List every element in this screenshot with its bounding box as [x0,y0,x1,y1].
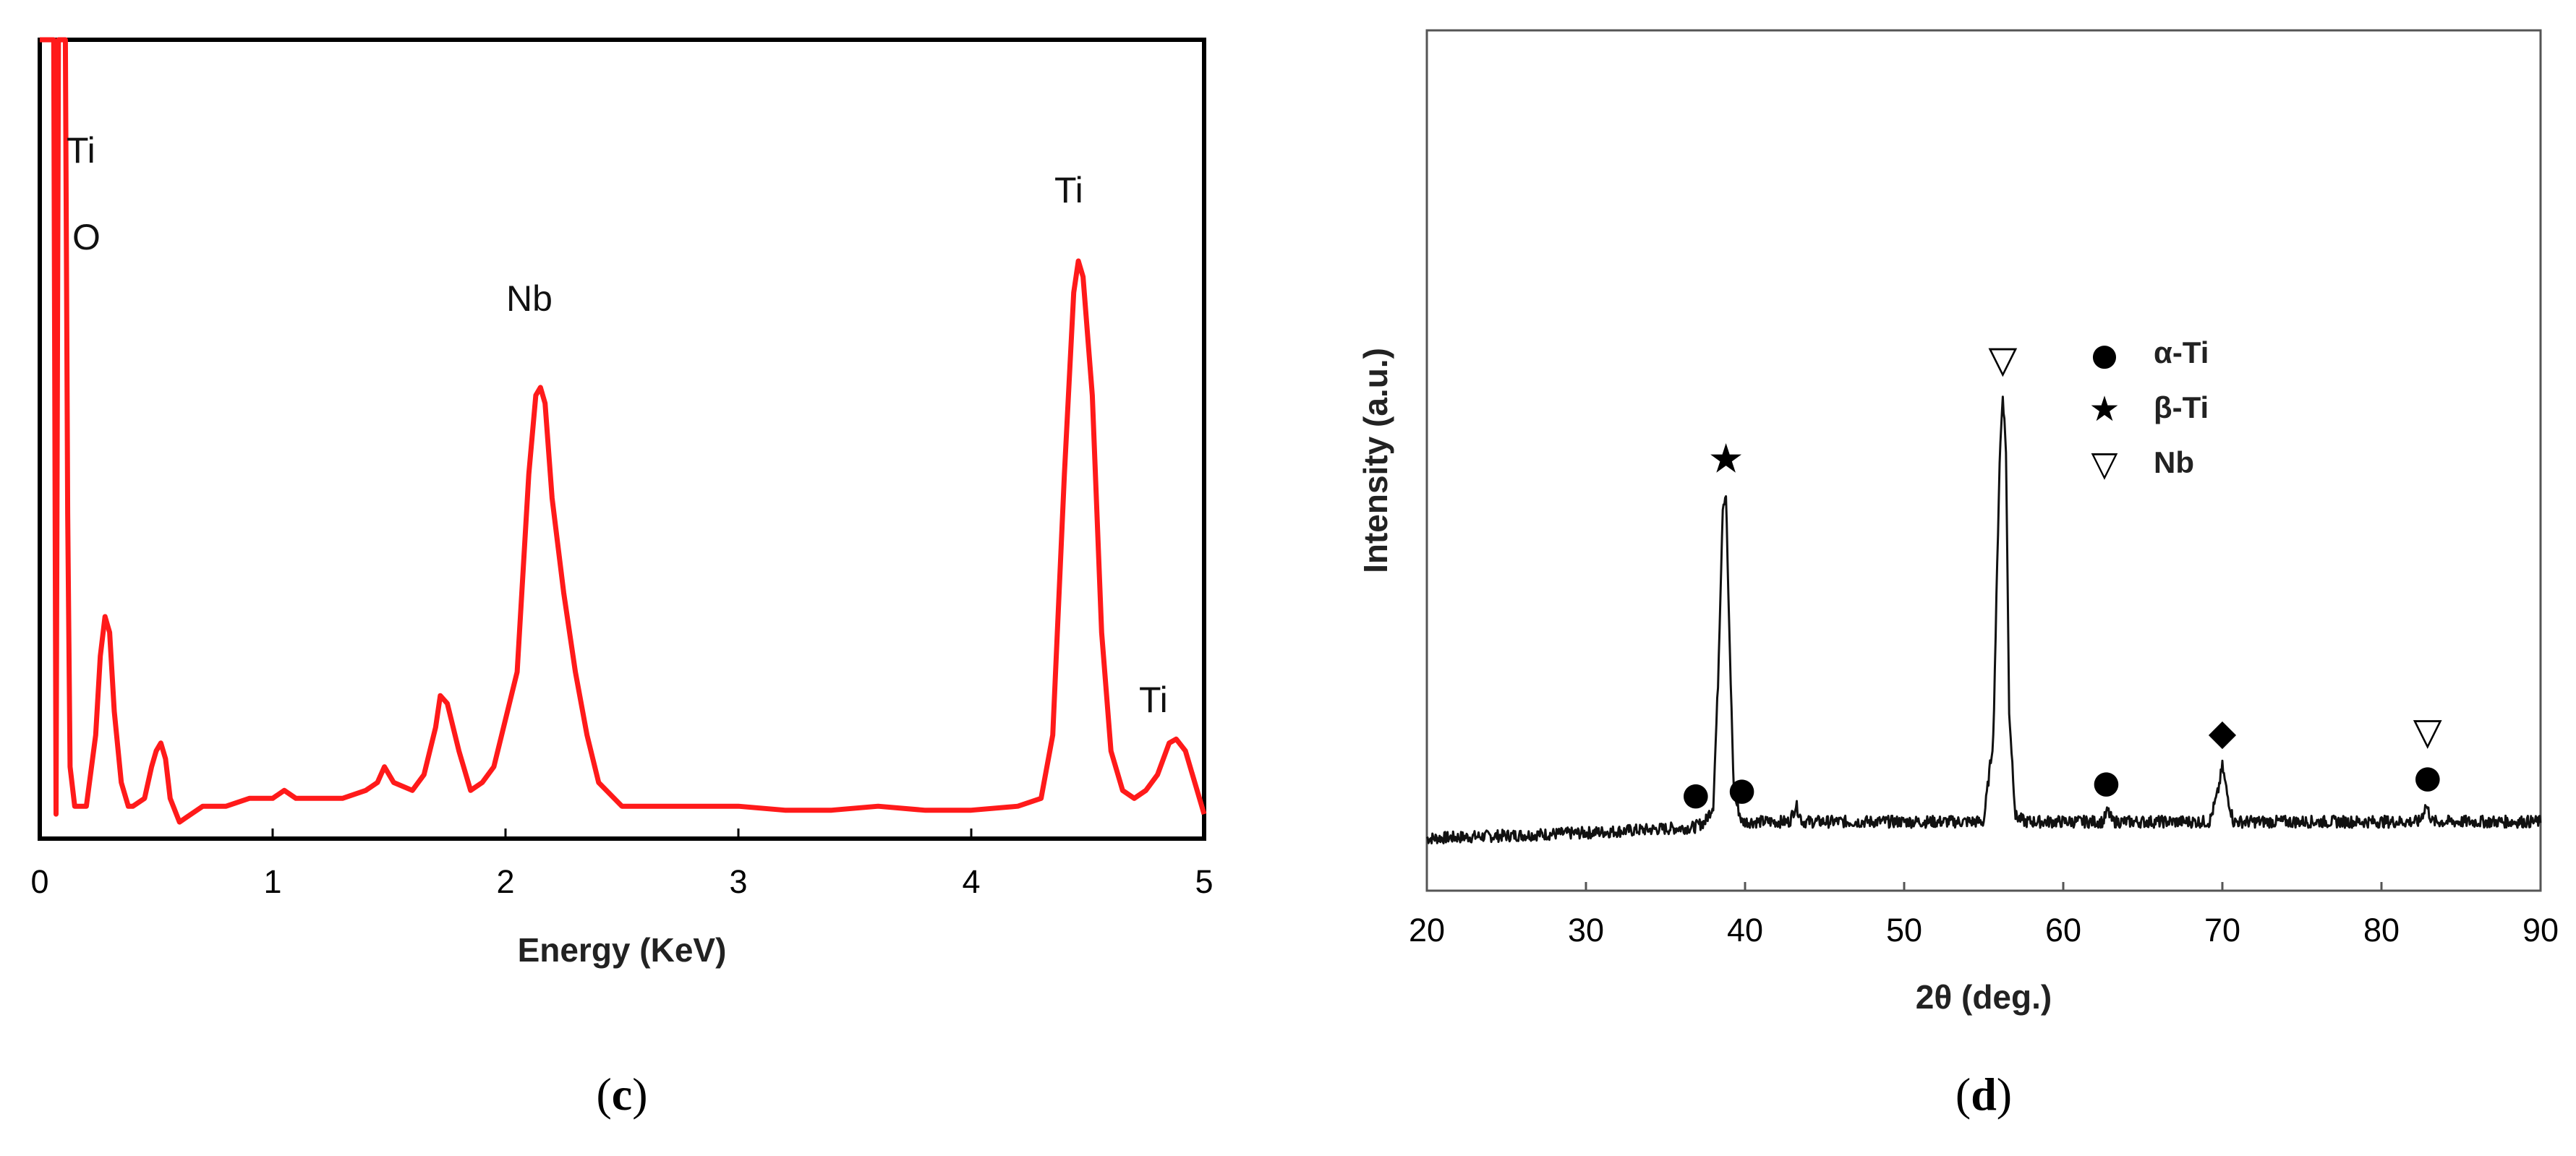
xrd-legend: ● α-Ti ★ β-Ti ▽ Nb [2089,335,2209,484]
xrd-x-tick-label: 50 [1886,912,1922,949]
xrd-x-tick-label: 20 [1409,912,1445,949]
eds-peak-label-ti-ka: Ti [1054,170,1083,210]
eds-plot-frame [38,38,1206,841]
panel-d-caption: (d) [1956,1069,2012,1120]
eds-x-tick-label: 4 [962,863,980,900]
xrd-plot-frame [1425,29,2542,892]
eds-x-tick-label: 1 [263,863,281,900]
eds-x-tick-label: 3 [729,863,747,900]
xrd-x-axis-title: 2θ (deg.) [1916,978,2052,1016]
legend-marker-beta-ti: ★ [2089,389,2120,429]
eds-peak-label-ti-kb: Ti [1139,680,1168,720]
xrd-x-tick-label: 30 [1568,912,1604,949]
xrd-pattern-line [1425,395,2542,844]
xrd-x-ticks: 20 30 40 50 60 70 80 90 [1409,882,2559,949]
eds-x-ticks: 0 1 2 3 4 5 [30,829,1214,900]
xrd-peak-marker: ● [2092,763,2120,800]
xrd-peak-marker: ▽ [2413,710,2442,753]
xrd-x-tick-label: 90 [2522,912,2559,949]
xrd-peak-marker: ● [1728,771,1755,808]
legend-marker-nb: ▽ [2091,444,2118,484]
xrd-panel: 20 30 40 50 60 70 80 90 ● ★ ● ▽ ● ◆ ▽ ● ● α-Ti ★ β-Ti … [1357,29,2559,1120]
eds-x-tick-label: 2 [496,863,514,900]
xrd-x-tick-label: 60 [2045,912,2081,949]
panel-c-caption: (c) [596,1069,647,1120]
eds-peak-label-o: O [72,217,101,257]
eds-x-tick-label: 0 [30,863,48,900]
eds-peak-label-ti-low: Ti [67,130,95,171]
xrd-x-tick-label: 80 [2363,912,2400,949]
xrd-peak-marker: ● [2414,758,2441,795]
legend-marker-alpha-ti: ● [2091,337,2118,372]
eds-panel: 0 1 2 3 4 5 Ti O Nb Ti Ti Energy (KeV) (c) [30,37,1214,1120]
xrd-peak-marker: ● [1682,776,1710,813]
xrd-x-tick-label: 40 [1727,912,1763,949]
xrd-peak-marker: ▽ [1988,338,2017,382]
xrd-x-tick-label: 70 [2204,912,2240,949]
eds-x-tick-label: 5 [1195,863,1213,900]
legend-label-beta-ti: β-Ti [2154,390,2209,424]
legend-label-alpha-ti: α-Ti [2154,335,2209,369]
xrd-peak-markers: ● ★ ● ▽ ● ◆ ▽ ● [1682,338,2442,813]
legend-label-nb: Nb [2154,445,2194,479]
xrd-peak-marker: ★ [1707,435,1744,482]
xrd-peak-marker: ◆ [2209,711,2237,753]
eds-peak-label-nb: Nb [506,278,553,319]
eds-spectrum-line [40,37,1207,825]
xrd-y-axis-title: Intensity (a.u.) [1357,348,1394,573]
eds-x-axis-title: Energy (KeV) [518,931,727,969]
